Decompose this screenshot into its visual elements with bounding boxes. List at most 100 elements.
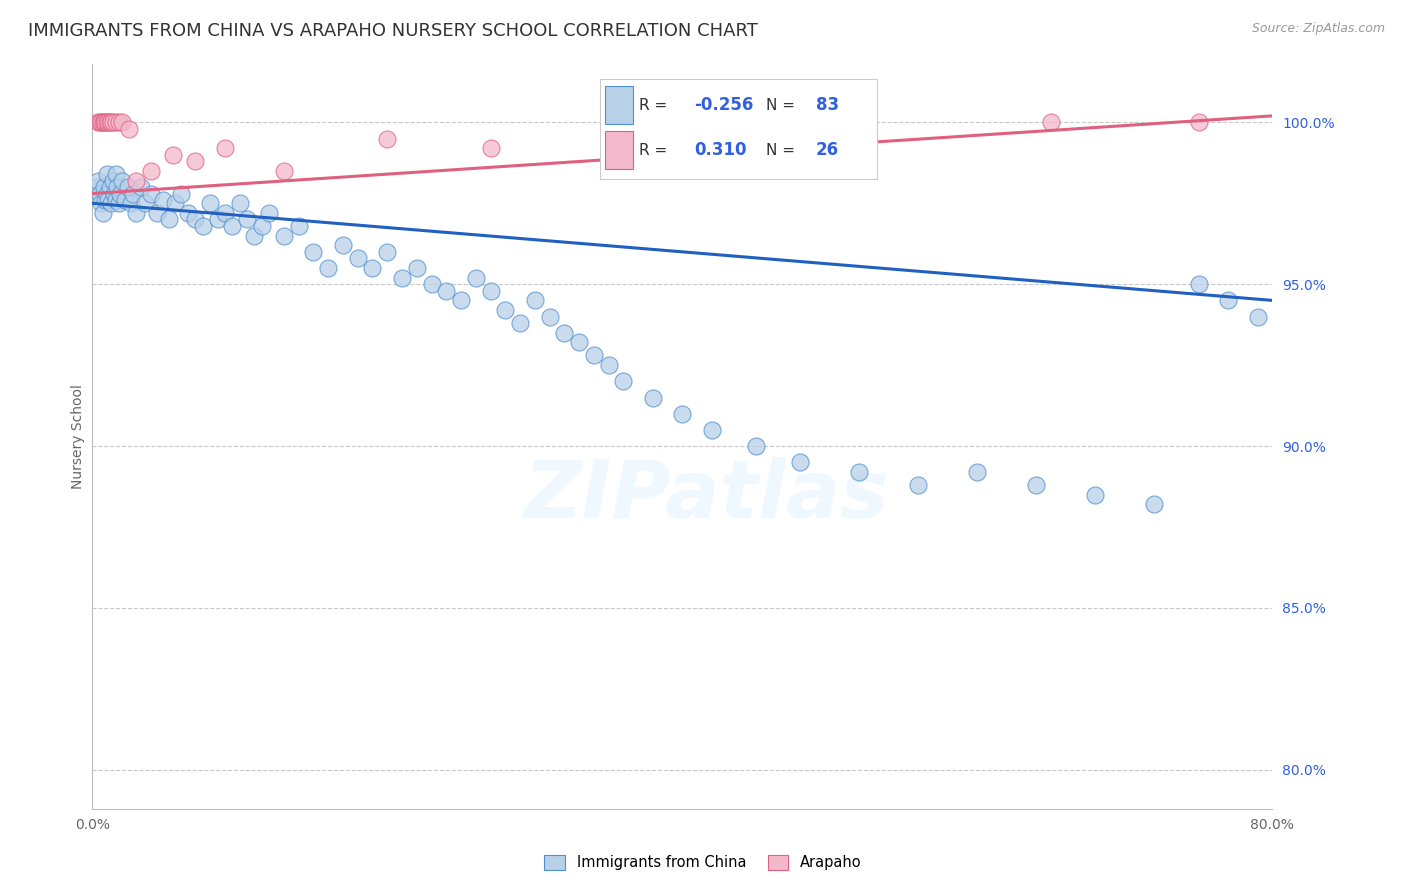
Point [105,180,128,194]
Point [316,260,339,275]
Point [125,173,148,187]
Point [1084,488,1107,502]
Point [641,391,664,405]
Point [745,439,768,453]
Point [117,180,139,194]
Point [464,270,486,285]
Point [104,193,127,207]
Point [103,186,125,201]
Y-axis label: Nursery School: Nursery School [72,384,86,489]
Point [1025,478,1047,492]
Point [141,186,163,201]
Point [375,244,398,259]
Point [141,164,163,178]
Point [523,293,546,308]
Point [405,260,427,275]
Point [89,186,111,201]
Point [1188,115,1211,129]
Point [111,115,134,129]
Point [568,335,591,350]
Point [94,115,117,129]
Point [848,465,870,479]
Point [966,465,988,479]
Point [90,115,112,129]
Point [129,180,152,194]
Point [479,141,502,155]
Point [243,228,266,243]
Point [207,212,229,227]
Point [214,141,236,155]
Point [93,180,115,194]
Point [273,228,295,243]
Text: Source: ZipAtlas.com: Source: ZipAtlas.com [1251,22,1385,36]
Point [101,115,124,129]
Point [509,316,531,330]
Point [1246,310,1268,324]
Point [228,196,250,211]
Point [114,193,136,207]
Text: ZIPatlas: ZIPatlas [523,457,889,535]
Point [87,115,110,129]
Point [273,164,295,178]
Point [582,348,605,362]
Point [361,260,384,275]
Point [641,121,664,136]
Point [184,212,207,227]
Point [163,196,186,211]
Point [91,206,114,220]
Point [97,115,120,129]
Point [98,180,121,194]
Point [191,219,214,233]
Point [177,206,200,220]
Point [100,115,122,129]
Point [111,173,134,187]
Point [1188,277,1211,292]
Point [170,186,193,201]
Point [671,407,693,421]
Point [538,310,561,324]
Point [87,173,110,187]
Point [420,277,443,292]
Text: IMMIGRANTS FROM CHINA VS ARAPAHO NURSERY SCHOOL CORRELATION CHART: IMMIGRANTS FROM CHINA VS ARAPAHO NURSERY… [28,22,758,40]
Point [494,303,516,318]
Point [1040,115,1063,129]
Point [125,206,148,220]
Point [146,206,169,220]
Point [214,206,236,220]
Point [107,115,129,129]
Point [236,212,259,227]
Point [479,284,502,298]
Point [907,478,929,492]
Point [122,186,145,201]
Point [86,180,108,194]
Point [332,238,354,252]
Point [101,173,124,187]
Point [250,219,273,233]
Point [598,358,620,372]
Point [257,206,280,220]
Point [100,196,122,211]
Point [287,219,309,233]
Legend: Immigrants from China, Arapaho: Immigrants from China, Arapaho [538,848,868,876]
Point [162,147,184,161]
Point [1218,293,1240,308]
Point [789,455,811,469]
Point [118,121,141,136]
Point [98,115,121,129]
Point [221,219,243,233]
Point [90,196,112,211]
Point [91,115,114,129]
Point [96,167,118,181]
Point [553,326,575,340]
Point [375,131,398,145]
Point [96,186,118,201]
Point [200,196,222,211]
Point [612,375,634,389]
Point [157,212,180,227]
Point [107,196,129,211]
Point [104,115,127,129]
Point [97,193,120,207]
Point [184,154,207,169]
Point [120,196,142,211]
Point [134,196,156,211]
